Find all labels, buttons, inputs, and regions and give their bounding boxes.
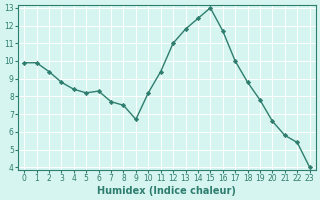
X-axis label: Humidex (Indice chaleur): Humidex (Indice chaleur) xyxy=(98,186,236,196)
